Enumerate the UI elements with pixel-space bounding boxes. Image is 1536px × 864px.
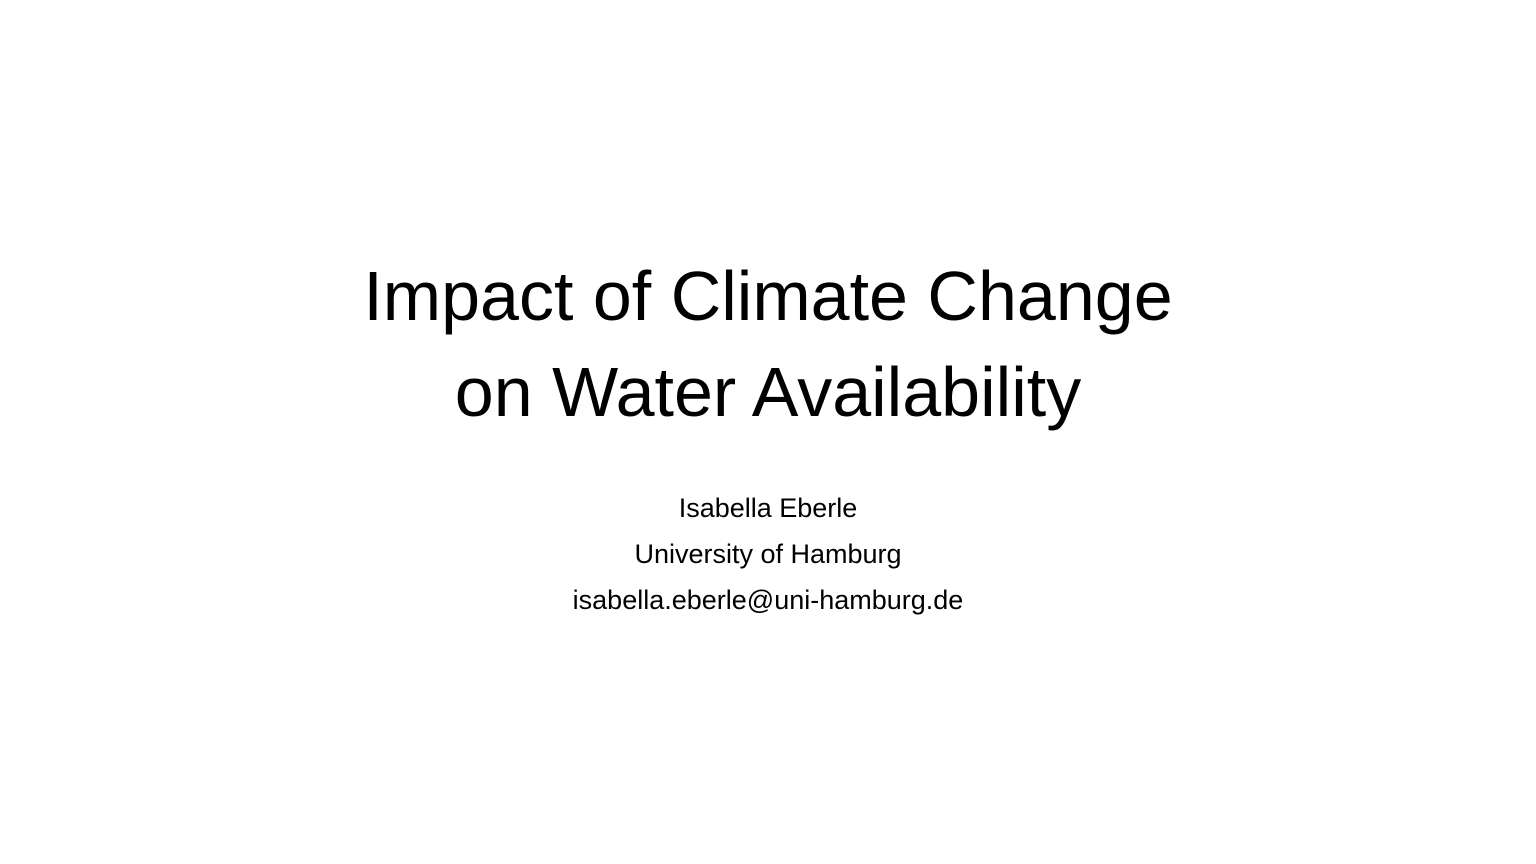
- author-name: Isabella Eberle: [678, 493, 858, 523]
- slide-title-line-2: on Water Availability: [454, 353, 1082, 431]
- slide-subtitle: Isabella Eberle University of Hamburg is…: [0, 485, 1536, 623]
- slide-title-line-1: Impact of Climate Change: [363, 257, 1173, 335]
- author-email: isabella.eberle@uni-hamburg.de: [572, 585, 964, 615]
- slide-title: Impact of Climate Change on Water Availa…: [0, 248, 1536, 440]
- author-affiliation: University of Hamburg: [634, 539, 902, 569]
